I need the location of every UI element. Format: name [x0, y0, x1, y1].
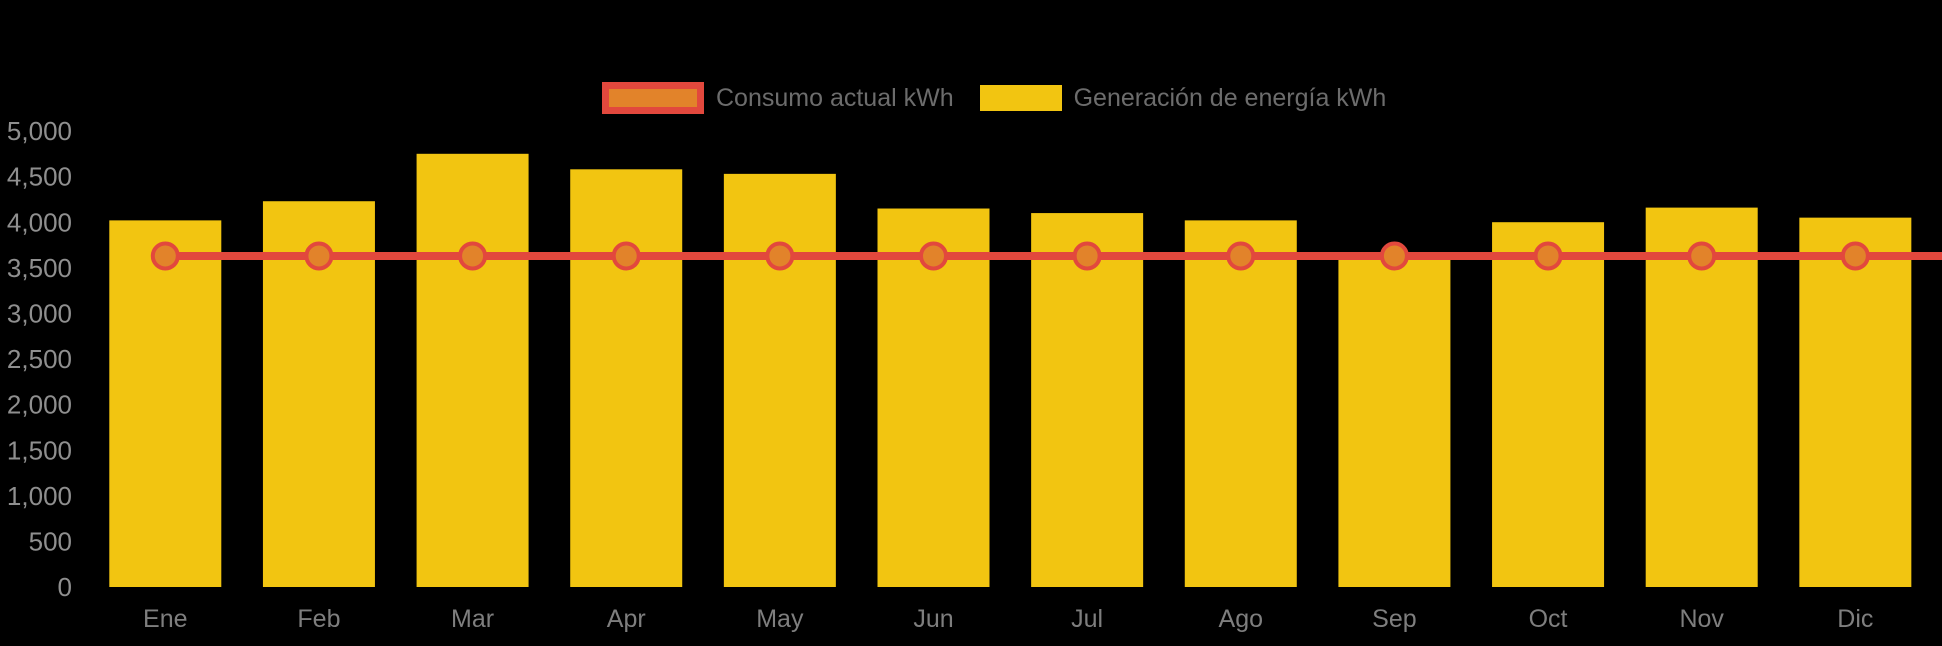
- consumo-point-jul[interactable]: [1072, 241, 1102, 271]
- y-axis-tick-4,000: 4,000: [7, 207, 72, 237]
- x-axis-label-ene: Ene: [143, 605, 187, 633]
- y-axis-tick-500: 500: [29, 527, 72, 557]
- legend-swatch-consumo-icon: [602, 82, 704, 114]
- y-axis-tick-2,000: 2,000: [7, 390, 72, 420]
- x-axis-label-jul: Jul: [1071, 605, 1103, 633]
- legend-label-consumo: Consumo actual kWh: [716, 83, 954, 112]
- consumo-point-jun[interactable]: [919, 241, 948, 271]
- x-axis-label-feb: Feb: [297, 605, 340, 633]
- x-axis-label-may: May: [756, 605, 804, 633]
- consumo-point-ene[interactable]: [150, 241, 180, 271]
- consumo-point-may[interactable]: [765, 241, 795, 271]
- chart-legend: Consumo actual kWh Generación de energía…: [602, 82, 1386, 114]
- x-axis-label-mar: Mar: [451, 605, 494, 633]
- y-axis-tick-1,000: 1,000: [7, 481, 72, 511]
- x-axis-label-jun: Jun: [913, 605, 953, 633]
- bar-dic[interactable]: [1799, 217, 1912, 587]
- bar-mar[interactable]: [416, 153, 529, 588]
- consumo-point-nov[interactable]: [1687, 241, 1717, 271]
- legend-label-generacion: Generación de energía kWh: [1073, 83, 1387, 112]
- bar-sep[interactable]: [1338, 258, 1451, 587]
- legend-item-consumo[interactable]: Consumo actual kWh: [602, 82, 954, 114]
- x-axis-label-nov: Nov: [1679, 605, 1724, 633]
- bar-apr[interactable]: [570, 169, 683, 587]
- consumo-point-sep[interactable]: [1379, 241, 1409, 271]
- bar-jul[interactable]: [1031, 213, 1144, 587]
- bar-oct[interactable]: [1492, 222, 1605, 587]
- x-axis-label-dic: Dic: [1837, 605, 1873, 633]
- y-axis-tick-3,500: 3,500: [7, 253, 72, 283]
- y-axis-tick-3,000: 3,000: [7, 299, 72, 329]
- x-axis-label-apr: Apr: [607, 605, 646, 633]
- bar-ene[interactable]: [109, 220, 222, 587]
- y-axis-tick-1,500: 1,500: [7, 435, 72, 465]
- bar-may[interactable]: [723, 173, 836, 587]
- bar-nov[interactable]: [1645, 207, 1758, 587]
- consumo-point-ago[interactable]: [1226, 241, 1256, 271]
- x-axis-label-oct: Oct: [1529, 605, 1568, 633]
- consumo-point-dic[interactable]: [1840, 241, 1870, 271]
- bar-ago[interactable]: [1184, 220, 1297, 587]
- x-axis-label-ago: Ago: [1219, 605, 1263, 633]
- y-axis-tick-4,500: 4,500: [7, 162, 72, 192]
- consumo-point-oct[interactable]: [1533, 241, 1563, 271]
- x-axis-label-sep: Sep: [1372, 605, 1416, 633]
- legend-item-generacion[interactable]: Generación de energía kWh: [979, 83, 1387, 113]
- y-axis-tick-0: 0: [58, 572, 72, 602]
- consumo-point-apr[interactable]: [611, 241, 641, 271]
- bar-jun[interactable]: [877, 208, 990, 587]
- y-axis-tick-2,500: 2,500: [7, 344, 72, 374]
- legend-swatch-generacion-icon: [979, 85, 1062, 111]
- consumo-point-feb[interactable]: [304, 241, 334, 271]
- consumo-point-mar[interactable]: [458, 241, 488, 271]
- y-axis-tick-5,000: 5,000: [7, 116, 72, 146]
